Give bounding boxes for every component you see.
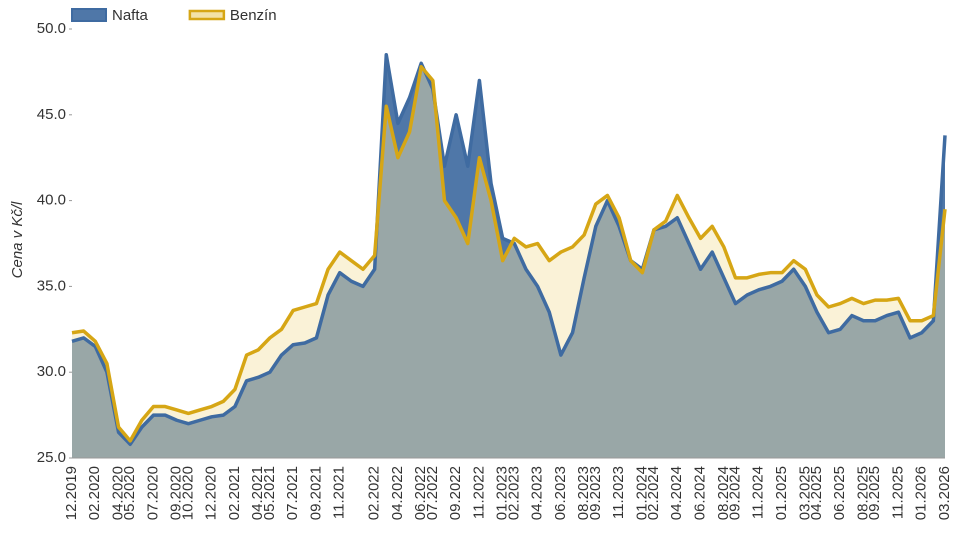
x-tick-label: 09.2025 <box>866 466 883 520</box>
x-tick-label: 03.2026 <box>936 466 953 520</box>
x-tick-label: 05.2020 <box>121 466 138 520</box>
x-tick-label: 09.2023 <box>587 466 604 520</box>
x-tick-label: 02.2024 <box>645 466 662 520</box>
x-tick-label: 01.2023 <box>494 466 511 520</box>
x-tick-label: 09.2021 <box>307 466 324 520</box>
x-tick-label: 11.2023 <box>610 466 627 519</box>
x-tick-label: 04.2022 <box>389 466 406 520</box>
y-tick-label: 25.0 <box>37 449 66 466</box>
x-tick-label: 02.2023 <box>505 466 522 520</box>
legend-swatch[interactable] <box>71 8 107 22</box>
x-tick-label: 07.2021 <box>284 466 301 520</box>
y-axis-label: Cena v Kč/l <box>9 201 26 278</box>
x-tick-label: 11.2022 <box>470 466 487 519</box>
x-tick-label: 04.2025 <box>808 466 825 520</box>
x-tick-label: 12.2020 <box>203 466 220 520</box>
x-tick-label: 10.2020 <box>179 466 196 520</box>
x-tick-label: 09.2024 <box>726 466 743 520</box>
x-tick-label: 02.2021 <box>226 466 243 520</box>
y-tick-label: 45.0 <box>37 106 66 123</box>
legend-swatch[interactable] <box>188 9 226 21</box>
line <box>71 65 947 443</box>
x-tick-label: 04.2023 <box>529 466 546 520</box>
x-tick-label: 02.2020 <box>86 466 103 520</box>
x-tick-label: 08.2024 <box>715 466 732 520</box>
y-tick-label: 50.0 <box>37 20 66 37</box>
x-tick-label: 07.2020 <box>144 466 161 520</box>
x-tick-label: 01.2025 <box>773 466 790 520</box>
x-tick-label: 08.2025 <box>854 466 871 520</box>
x-tick-label: 07.2022 <box>424 466 441 520</box>
x-tick-label: 11.2021 <box>331 466 348 519</box>
x-tick-label: 09.2022 <box>447 466 464 520</box>
x-tick-label: 05.2021 <box>261 466 278 520</box>
x-tick-label: 09.2020 <box>168 466 185 520</box>
area <box>72 66 945 458</box>
x-tick-label: 01.2024 <box>633 466 650 520</box>
line <box>71 52 947 447</box>
x-tick-label: 11.2024 <box>750 466 767 519</box>
x-tick-label: 03.2025 <box>796 466 813 520</box>
y-tick-label: 30.0 <box>37 363 66 380</box>
y-tick-label: 35.0 <box>37 277 66 294</box>
x-tick-label: 11.2025 <box>889 466 906 519</box>
x-tick-label: 04.2021 <box>249 466 266 520</box>
x-tick-label: 08.2023 <box>575 466 592 520</box>
x-tick-label: 04.2020 <box>110 466 127 520</box>
legend-label[interactable]: Benzín <box>230 7 277 24</box>
x-tick-label: 01.2026 <box>913 466 930 520</box>
y-tick-label: 40.0 <box>37 192 66 209</box>
area <box>72 54 945 459</box>
x-tick-label: 06.2022 <box>412 466 429 520</box>
x-tick-label: 06.2025 <box>831 466 848 520</box>
x-tick-label: 04.2024 <box>668 466 685 520</box>
x-tick-label: 06.2023 <box>552 466 569 520</box>
x-tick-label: 12.2019 <box>63 466 80 520</box>
legend-label[interactable]: Nafta <box>112 7 149 24</box>
x-tick-label: 06.2024 <box>692 466 709 520</box>
x-tick-label: 02.2022 <box>366 466 383 520</box>
